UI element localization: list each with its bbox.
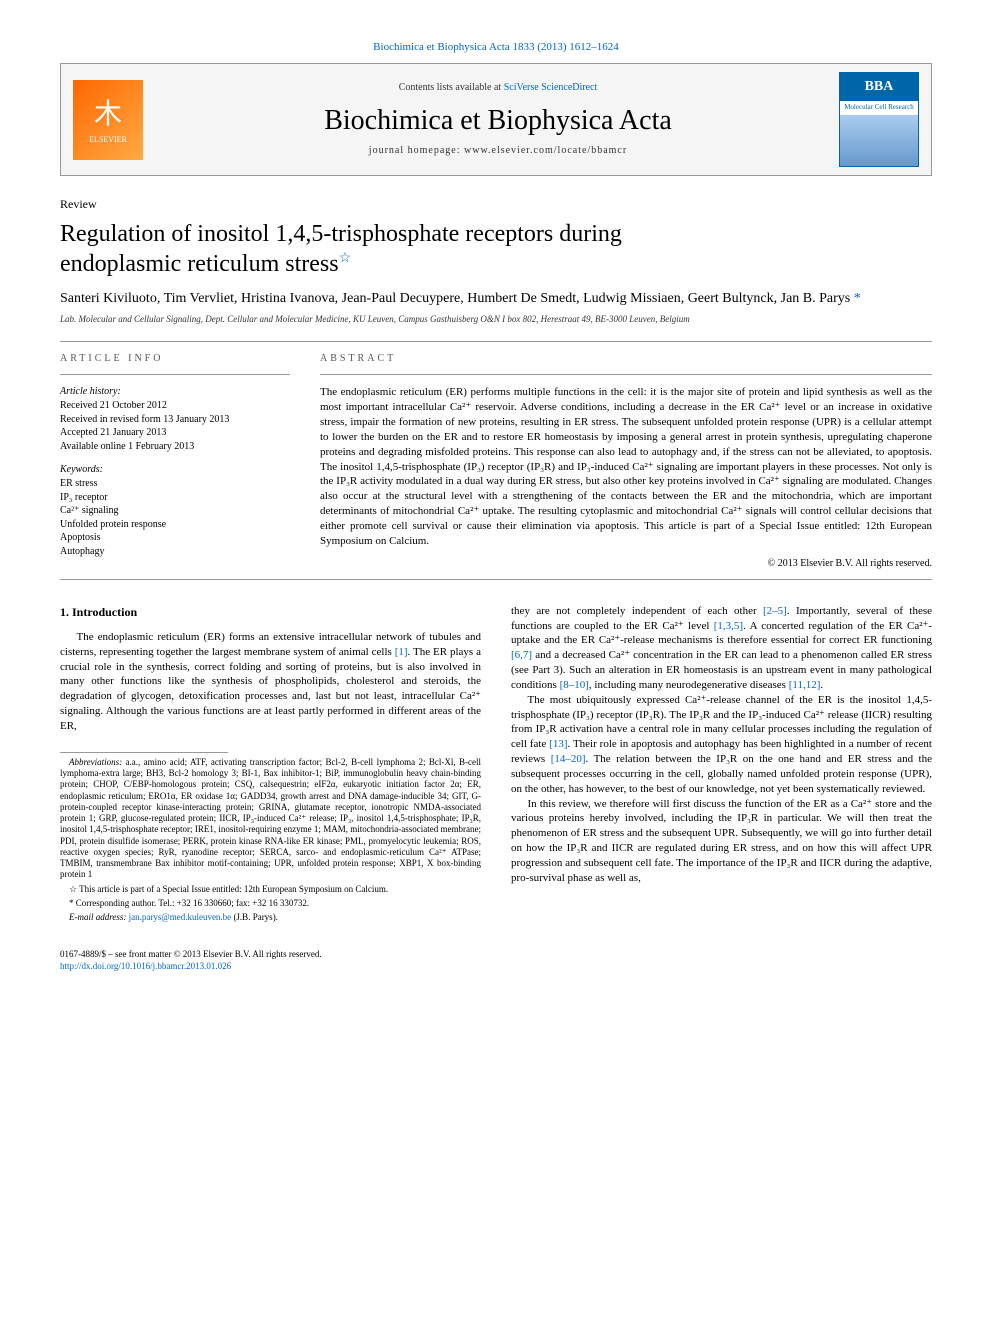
title-line2: endoplasmic reticulum stress: [60, 251, 339, 277]
article-info-head: article info: [60, 352, 290, 366]
history-label: Article history:: [60, 385, 290, 399]
keyword: Unfolded protein response: [60, 518, 290, 532]
ref-link[interactable]: [1]: [395, 646, 408, 658]
corresponding-mark-icon[interactable]: *: [854, 291, 861, 306]
keyword: IP₃ receptor: [60, 491, 290, 505]
journal-homepage: journal homepage: www.elsevier.com/locat…: [157, 144, 839, 158]
divider-top: [60, 341, 932, 342]
email-label: E-mail address:: [69, 912, 129, 922]
col2-para-3: In this review, we therefore will first …: [511, 797, 932, 886]
keywords-label: Keywords:: [60, 463, 290, 477]
bba-logo-top: BBA: [840, 73, 918, 101]
abbrev-label: Abbreviations:: [69, 757, 122, 767]
keyword: Autophagy: [60, 545, 290, 559]
body-text: , including many neurodegenerative disea…: [589, 679, 789, 691]
contents-line: Contents lists available at SciVerse Sci…: [157, 81, 839, 95]
footnote-rule: [60, 752, 228, 753]
abstract-head: abstract: [320, 352, 932, 366]
col2-para-2: The most ubiquitously expressed Ca²⁺-rel…: [511, 693, 932, 797]
ref-link[interactable]: [11,12]: [789, 679, 821, 691]
footnotes: Abbreviations: a.a., amino acid; ATF, ac…: [60, 757, 481, 924]
column-right: they are not completely independent of e…: [511, 604, 932, 973]
history-line: Received 21 October 2012: [60, 399, 290, 413]
abstract-divider: [320, 374, 932, 375]
body-text: In this review, we therefore will first …: [511, 798, 932, 884]
ref-link[interactable]: [6,7]: [511, 649, 532, 661]
footnote-email: E-mail address: jan.parys@med.kuleuven.b…: [60, 912, 481, 923]
title-footnote-star-icon[interactable]: ☆: [339, 251, 352, 266]
abstract-block: abstract The endoplasmic reticulum (ER) …: [320, 352, 932, 570]
intro-para-1: The endoplasmic reticulum (ER) forms an …: [60, 630, 481, 734]
abstract-text: The endoplasmic reticulum (ER) performs …: [320, 385, 932, 548]
affiliation: Lab. Molecular and Cellular Signaling, D…: [60, 313, 932, 326]
keyword: Apoptosis: [60, 531, 290, 545]
ref-link[interactable]: [14–20]: [551, 753, 586, 765]
article-title: Regulation of inositol 1,4,5-trisphospha…: [60, 219, 932, 279]
title-line1: Regulation of inositol 1,4,5-trisphospha…: [60, 221, 622, 247]
history-line: Available online 1 February 2013: [60, 440, 290, 454]
history-line: Accepted 21 January 2013: [60, 426, 290, 440]
info-abstract-row: article info Article history: Received 2…: [60, 352, 932, 570]
journal-header: ⽊ ELSEVIER Contents lists available at S…: [60, 63, 932, 176]
bba-cover-icon: BBA Molecular Cell Research: [839, 72, 919, 167]
intro-text: . The ER plays a crucial role in the syn…: [60, 646, 481, 732]
footnote-corresponding: * Corresponding author. Tel.: +32 16 330…: [60, 898, 481, 909]
keyword: Ca²⁺ signaling: [60, 504, 290, 518]
bba-cover-art-icon: [840, 115, 918, 167]
abbrev-text: a.a., amino acid; ATF, activating transc…: [60, 757, 481, 880]
author-list: Santeri Kiviluoto, Tim Vervliet, Hristin…: [60, 289, 932, 309]
bottom-meta: 0167-4889/$ – see front matter © 2013 El…: [60, 949, 481, 972]
doi-link[interactable]: http://dx.doi.org/10.1016/j.bbamcr.2013.…: [60, 961, 231, 971]
footnote-special-issue: ☆ This article is part of a Special Issu…: [60, 884, 481, 895]
elsevier-tree-icon: ⽊: [94, 95, 122, 134]
ref-link[interactable]: [13]: [549, 738, 567, 750]
header-center: Contents lists available at SciVerse Sci…: [157, 81, 839, 158]
sciencedirect-link[interactable]: SciVerse ScienceDirect: [504, 82, 598, 93]
journal-citation[interactable]: Biochimica et Biophysica Acta 1833 (2013…: [60, 40, 932, 55]
issn-line: 0167-4889/$ – see front matter © 2013 El…: [60, 949, 481, 961]
ref-link[interactable]: [8–10]: [560, 679, 589, 691]
divider-after-abstract: [60, 579, 932, 580]
article-type: Review: [60, 196, 932, 213]
keyword: ER stress: [60, 477, 290, 491]
contents-prefix: Contents lists available at: [399, 82, 504, 93]
section-1-head: 1. Introduction: [60, 604, 481, 620]
copyright: © 2013 Elsevier B.V. All rights reserved…: [320, 557, 932, 571]
body-text: they are not completely independent of e…: [511, 605, 763, 617]
ref-link[interactable]: [1,3,5]: [714, 620, 743, 632]
body-columns: 1. Introduction The endoplasmic reticulu…: [60, 604, 932, 973]
article-info: article info Article history: Received 2…: [60, 352, 290, 570]
elsevier-logo: ⽊ ELSEVIER: [73, 80, 143, 160]
body-text: .: [820, 679, 823, 691]
abbreviations: Abbreviations: a.a., amino acid; ATF, ac…: [60, 757, 481, 881]
email-suffix: (J.B. Parys).: [231, 912, 278, 922]
ref-link[interactable]: [2–5]: [763, 605, 787, 617]
info-divider: [60, 374, 290, 375]
column-left: 1. Introduction The endoplasmic reticulu…: [60, 604, 481, 973]
col2-para-1: they are not completely independent of e…: [511, 604, 932, 693]
bba-logo-mid: Molecular Cell Research: [844, 101, 914, 115]
elsevier-label: ELSEVIER: [89, 134, 127, 145]
history-line: Received in revised form 13 January 2013: [60, 413, 290, 427]
email-link[interactable]: jan.parys@med.kuleuven.be: [129, 912, 232, 922]
journal-name: Biochimica et Biophysica Acta: [157, 101, 839, 140]
journal-citation-text: Biochimica et Biophysica Acta 1833 (2013…: [373, 41, 619, 53]
authors-text: Santeri Kiviluoto, Tim Vervliet, Hristin…: [60, 291, 854, 306]
